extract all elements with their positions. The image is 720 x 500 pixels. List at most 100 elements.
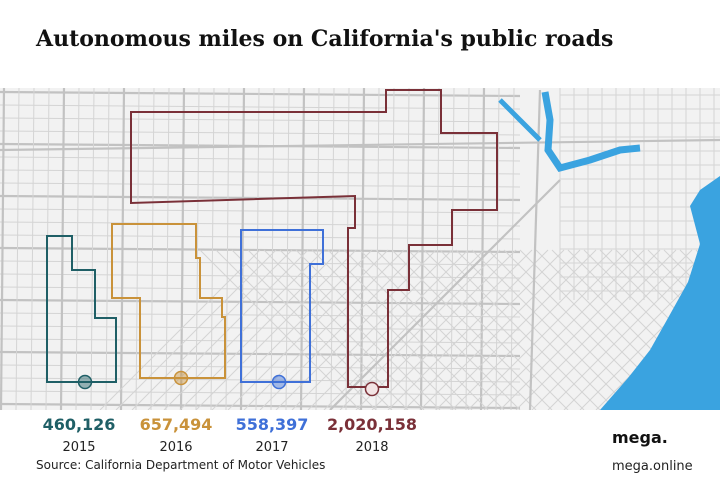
- street: [30, 88, 35, 410]
- street: [0, 156, 521, 162]
- source: Source: California Department of Motor V…: [36, 458, 325, 472]
- street: [0, 234, 521, 240]
- street: [195, 88, 200, 410]
- street: [90, 88, 95, 410]
- street: [0, 104, 521, 110]
- street: [423, 249, 585, 410]
- street: [455, 249, 617, 410]
- street: [279, 249, 441, 410]
- street: [75, 88, 80, 410]
- street: [0, 298, 521, 306]
- street: [0, 325, 521, 331]
- street: [0, 286, 521, 292]
- start-point: [364, 381, 380, 397]
- street: [227, 249, 389, 410]
- street: [215, 249, 377, 410]
- street: [0, 208, 521, 214]
- street: [147, 249, 309, 410]
- street: [195, 249, 357, 410]
- brand-logo: mega.: [612, 428, 668, 447]
- street: [299, 88, 306, 410]
- street: [487, 249, 649, 410]
- street: [285, 88, 290, 410]
- street: [343, 249, 505, 410]
- street: [403, 249, 565, 410]
- miles-value: 460,126: [43, 415, 116, 434]
- street: [359, 249, 521, 410]
- route-outline: [111, 223, 226, 379]
- street: [419, 88, 426, 410]
- street: [0, 130, 521, 136]
- street: [263, 249, 425, 410]
- street: [163, 249, 325, 410]
- street: [391, 249, 553, 410]
- street: [495, 88, 500, 410]
- street: [119, 88, 126, 410]
- street: [371, 249, 533, 410]
- miles-value: 2,020,158: [327, 415, 417, 434]
- street: [295, 249, 457, 410]
- street: [211, 249, 373, 410]
- street: [471, 249, 633, 410]
- street: [0, 90, 521, 98]
- street: [165, 88, 170, 410]
- street: [150, 88, 155, 410]
- street: [0, 169, 521, 175]
- street: [339, 249, 501, 410]
- street: [375, 88, 380, 410]
- start-point: [271, 374, 287, 390]
- street: [0, 88, 6, 410]
- street: [510, 88, 515, 410]
- street: [315, 88, 320, 410]
- miles-value: 558,397: [236, 415, 309, 434]
- street: [243, 249, 405, 410]
- street: [0, 182, 521, 188]
- street: [0, 260, 521, 266]
- brand-url: mega.online: [612, 459, 693, 474]
- street: [247, 249, 409, 410]
- street: [0, 364, 521, 370]
- street: [407, 249, 569, 410]
- street: [0, 221, 521, 227]
- street: [131, 249, 293, 410]
- street: [323, 249, 485, 410]
- street: [0, 138, 720, 152]
- legend: 460,126 2015 657,494 2016 558,397 2017 2…: [43, 415, 417, 455]
- street: [0, 402, 521, 410]
- street: [225, 88, 230, 410]
- start-point: [173, 370, 189, 386]
- street: [439, 249, 601, 410]
- street: [405, 88, 410, 410]
- route-outline: [240, 229, 324, 383]
- street: [311, 249, 473, 410]
- water: [498, 91, 720, 410]
- route-outline: [46, 235, 117, 383]
- street: [0, 117, 521, 123]
- street: [355, 249, 517, 410]
- street: [199, 249, 361, 410]
- street: [528, 89, 542, 410]
- street: [99, 249, 261, 410]
- route-outlines: [46, 89, 498, 397]
- street: [329, 179, 561, 410]
- street: [327, 249, 489, 410]
- street: [479, 88, 486, 410]
- street: [179, 88, 186, 410]
- street: [450, 88, 455, 410]
- year: 2015: [62, 440, 95, 455]
- route-outline: [130, 89, 498, 388]
- street: [255, 88, 260, 410]
- street: [135, 88, 140, 410]
- title: Autonomous miles on California's public …: [35, 26, 613, 52]
- street: [390, 88, 395, 410]
- year: 2018: [355, 440, 388, 455]
- street: [59, 88, 66, 410]
- street: [231, 249, 393, 410]
- street: [179, 249, 341, 410]
- street: [15, 88, 20, 410]
- street: [387, 249, 549, 410]
- street: [330, 88, 335, 410]
- street: [375, 249, 537, 410]
